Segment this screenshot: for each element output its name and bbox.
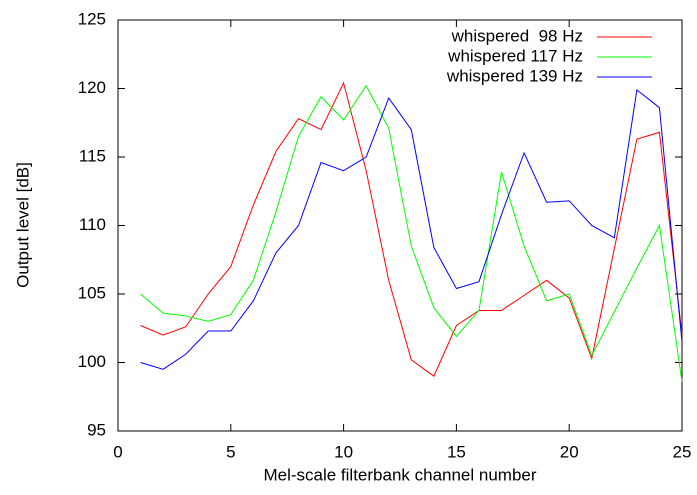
- x-axis-label: Mel-scale filterbank channel number: [263, 465, 536, 484]
- x-tick-label: 5: [226, 442, 235, 461]
- y-tick-label: 95: [87, 420, 106, 439]
- y-tick-label: 120: [78, 78, 106, 97]
- legend-label: whispered 117 Hz: [447, 46, 583, 65]
- y-tick-label: 125: [78, 9, 106, 28]
- y-tick-label: 100: [78, 352, 106, 371]
- plot-frame: [117, 19, 683, 432]
- series-line: [140, 88, 683, 370]
- x-tick-label: 10: [334, 442, 353, 461]
- y-tick-label: 105: [78, 283, 106, 302]
- x-tick-label: 20: [560, 442, 579, 461]
- legend-label: whispered 139 Hz: [446, 66, 583, 85]
- series-line: [140, 84, 683, 382]
- legend-label: whispered 98 Hz: [451, 26, 583, 45]
- x-tick-label: 25: [673, 442, 692, 461]
- series-line: [140, 81, 683, 377]
- x-tick-label: 0: [113, 442, 122, 461]
- y-tick-label: 110: [79, 215, 106, 234]
- y-tick-label: 115: [79, 146, 106, 165]
- y-axis-label: Output level [dB]: [13, 162, 32, 288]
- x-tick-label: 15: [447, 442, 466, 461]
